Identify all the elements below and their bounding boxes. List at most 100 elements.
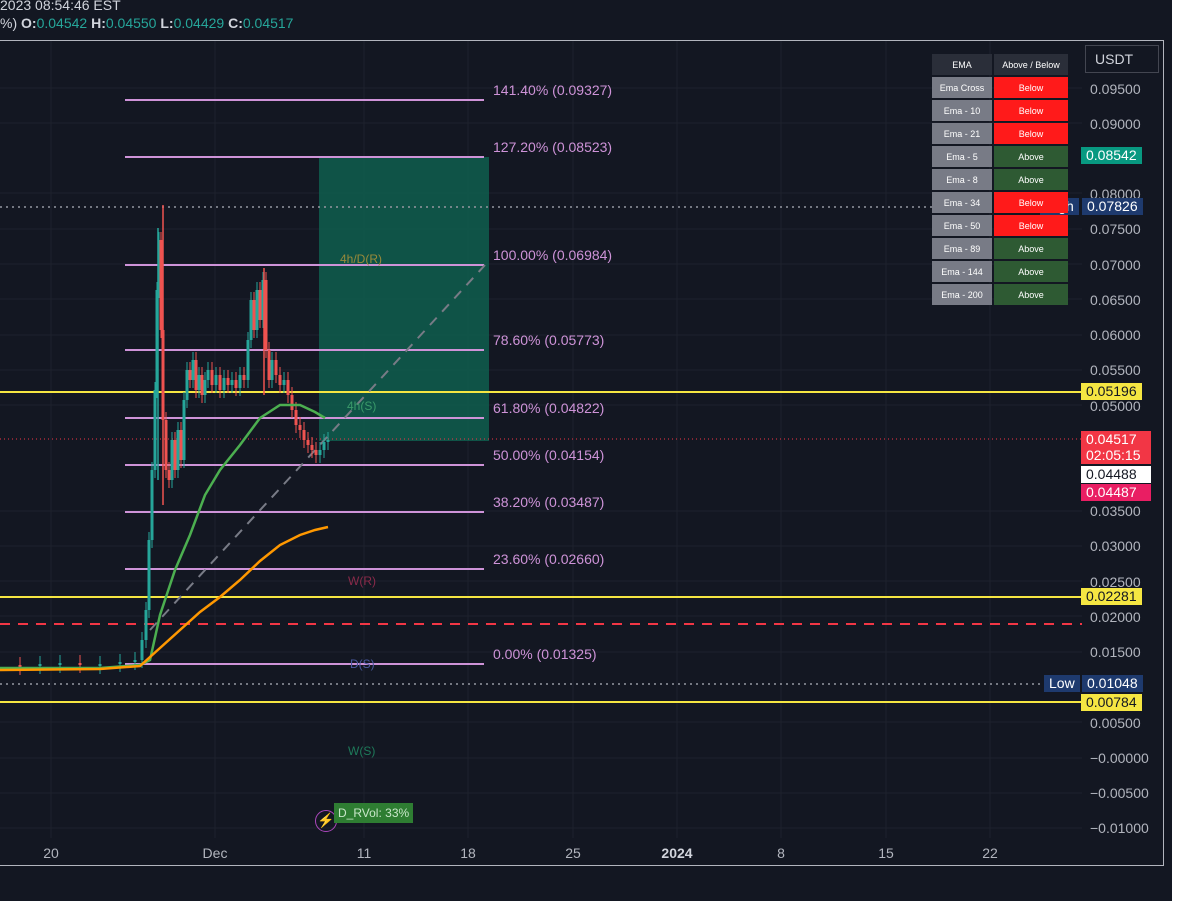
candle-body (197, 375, 201, 390)
price-tick: 0.06500 (1090, 292, 1141, 308)
ema-name-cell: Ema - 34 (932, 192, 992, 213)
candle-body (258, 290, 262, 320)
candle-body (318, 450, 322, 455)
candle-body (173, 440, 177, 470)
candle-body (157, 240, 161, 290)
ema-name-cell: Ema - 21 (932, 123, 992, 144)
ema-status-cell: Below (994, 123, 1068, 144)
fib-label-1414: 141.40% (0.09327) (493, 82, 613, 98)
price-tick: 0.03000 (1090, 538, 1141, 554)
price-tick: 0.09000 (1090, 116, 1141, 132)
fib-label-1272: 127.20% (0.08523) (493, 139, 613, 155)
ema-name-cell: Ema - 89 (932, 238, 992, 259)
candle-body (270, 360, 274, 380)
fib-label-0: 0.00% (0.01325) (493, 646, 597, 662)
ohlc-header: 2023 08:54:46 EST %) O:0.04542 H:0.04550… (0, 0, 1172, 38)
above-below-header: Above / Below (994, 54, 1068, 75)
candle-body (78, 663, 82, 665)
high-value-badge: 0.07826 (1082, 198, 1143, 215)
ema-status-cell: Below (994, 77, 1068, 98)
ema-status-cell: Above (994, 261, 1068, 282)
candle-body (150, 470, 154, 540)
fib-label-382: 38.20% (0.03487) (493, 494, 605, 510)
price-badge-support-1: 0.02281 (1081, 588, 1142, 605)
candle-body (140, 640, 144, 660)
date-tick: 18 (460, 845, 476, 861)
candle-body (261, 280, 265, 320)
price-badge-target: 0.08542 (1081, 147, 1142, 164)
candle-body (222, 378, 226, 390)
price-tick: 0.06000 (1090, 327, 1141, 343)
ema-name-cell: Ema - 5 (932, 146, 992, 167)
candle-body (118, 662, 122, 664)
candle-body (18, 665, 22, 667)
ema-row: Ema - 21 Below (932, 123, 1068, 144)
price-tick: 0.02000 (1090, 609, 1141, 625)
high-value: 0.04550 (105, 15, 157, 31)
ema-name-cell: Ema - 10 (932, 100, 992, 121)
zone-label-4h-s: 4h(S) (347, 399, 377, 413)
candle-body (249, 300, 253, 340)
zone-label-w-r: W(R) (348, 574, 376, 588)
price-tick: 0.02500 (1090, 574, 1141, 590)
fib-label-50: 50.00% (0.04154) (493, 447, 605, 463)
ema-header: EMA (932, 54, 992, 75)
candle-body (314, 450, 318, 455)
ema-status-cell: Above (994, 169, 1068, 190)
candle-body (218, 375, 222, 390)
price-tick: −0.00500 (1090, 785, 1149, 801)
candle-body (298, 425, 302, 430)
ema-name-cell: Ema - 50 (932, 215, 992, 236)
candle-body (38, 664, 42, 666)
price-tick: 0.03500 (1090, 503, 1141, 519)
close-value: 0.04517 (242, 15, 294, 31)
candle-body (185, 370, 189, 400)
ema-row: Ema - 200 Above (932, 284, 1068, 305)
candle-body (176, 430, 180, 470)
candle-body (98, 664, 102, 666)
candle-body (206, 370, 210, 380)
ema-status-cell: Above (994, 146, 1068, 167)
date-tick: 8 (777, 845, 785, 861)
fib-label-618: 61.80% (0.04822) (493, 400, 605, 416)
price-tick: −0.01000 (1090, 820, 1149, 836)
candle-body (306, 440, 310, 445)
candle-body (278, 375, 282, 385)
candle-body (182, 400, 186, 460)
candle-body (147, 540, 151, 610)
ema-status-cell: Above (994, 238, 1068, 259)
candle-body (302, 430, 306, 440)
price-tick: 0.07000 (1090, 257, 1141, 273)
candle-body (58, 663, 62, 665)
price-tick: 0.09500 (1090, 81, 1141, 97)
ema-row: Ema - 5 Above (932, 146, 1068, 167)
candle-body (274, 360, 278, 375)
ema-name-cell: Ema - 200 (932, 284, 992, 305)
ema-row: Ema - 144 Above (932, 261, 1068, 282)
candle-body (188, 370, 192, 380)
prefix-label: %) (0, 15, 18, 31)
date-tick-year: 2024 (661, 845, 693, 861)
candle-body (255, 290, 259, 330)
date-tick: 25 (565, 845, 581, 861)
price-badge-support-2: 0.00784 (1081, 694, 1142, 711)
ema-row: Ema - 89 Above (932, 238, 1068, 259)
candle-body (153, 390, 157, 470)
currency-selector[interactable]: USDT (1085, 45, 1159, 73)
zone-label-d-s: D(S) (350, 657, 375, 671)
rvol-label: D_RVol: 33% (334, 803, 414, 823)
candle-body (226, 378, 230, 385)
price-tick: 0.05500 (1090, 362, 1141, 378)
candle-body (264, 280, 268, 350)
ema-row: Ema - 10 Below (932, 100, 1068, 121)
grid-lines (0, 40, 1082, 838)
low-value-badge: 0.01048 (1082, 675, 1143, 692)
chart-canvas[interactable] (0, 0, 1172, 901)
date-tick: 15 (878, 845, 894, 861)
candle-body (155, 290, 159, 390)
price-tick: 0.01500 (1090, 644, 1141, 660)
candle-body (167, 470, 171, 480)
candle-body (164, 420, 168, 470)
ema-orange-line (0, 525, 329, 672)
ema-status-cell: Below (994, 192, 1068, 213)
